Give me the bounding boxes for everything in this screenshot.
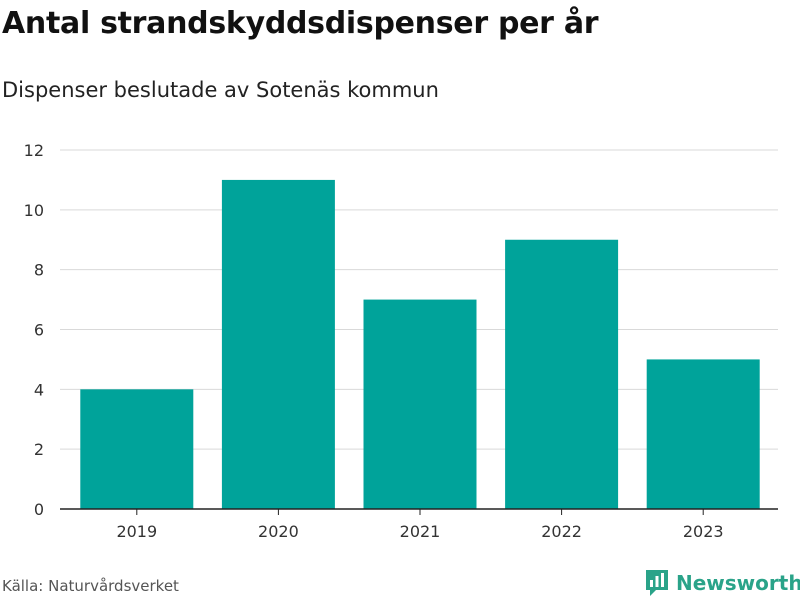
chart-subtitle: Dispenser beslutade av Sotenäs kommun: [2, 78, 439, 102]
bar-chart: 0 2 4 6 8 10 12 2019 2020 2021 2022 2023: [24, 141, 778, 541]
bar-2022: [505, 239, 619, 509]
x-tick-label: 2021: [400, 522, 441, 541]
brand-name: Newsworthy: [676, 571, 800, 595]
y-tick-label: 4: [34, 380, 44, 399]
bar-2020: [221, 179, 335, 509]
y-tick-label: 10: [24, 201, 44, 220]
bar-2019: [80, 389, 194, 509]
bar-2021: [363, 299, 477, 509]
x-tick-label: 2019: [116, 522, 157, 541]
chart-title: Antal strandskyddsdispenser per år: [2, 6, 599, 41]
x-tick-label: 2023: [683, 522, 724, 541]
brand-logo: Newsworthy: [644, 568, 800, 598]
x-tick-label: 2020: [258, 522, 299, 541]
newsworthy-logo-icon: [646, 570, 668, 596]
y-tick-label: 8: [34, 261, 44, 280]
y-tick-label: 6: [34, 321, 44, 340]
y-tick-label: 12: [24, 141, 44, 160]
x-tick-label: 2022: [541, 522, 582, 541]
bar-2023: [646, 359, 760, 509]
source-note: Källa: Naturvårdsverket: [2, 577, 179, 595]
y-tick-label: 2: [34, 440, 44, 459]
y-tick-label: 0: [34, 500, 44, 519]
